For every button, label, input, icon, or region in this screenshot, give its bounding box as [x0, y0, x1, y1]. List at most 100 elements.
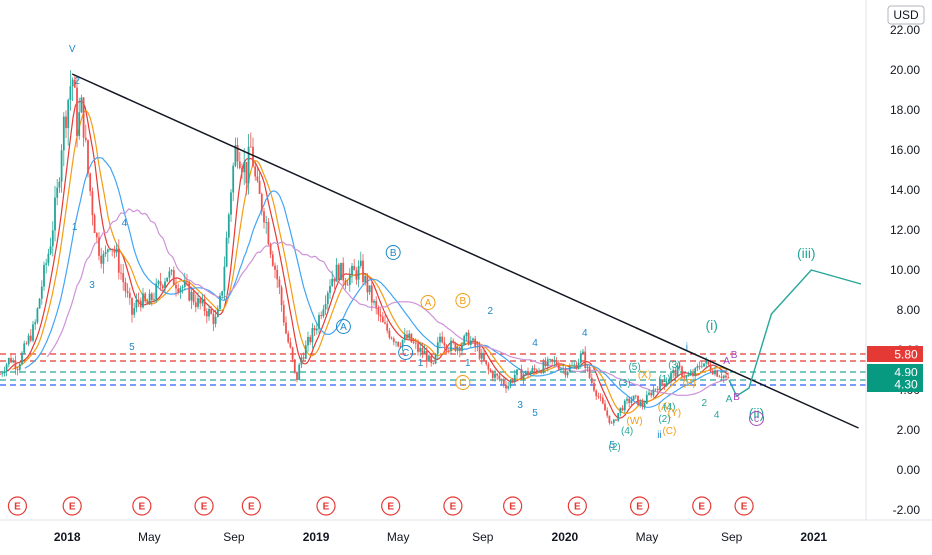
- wave-label[interactable]: 2: [487, 306, 493, 317]
- candle-body: [663, 383, 666, 386]
- candle-body: [296, 371, 298, 381]
- wave-label[interactable]: 4: [714, 410, 720, 421]
- earnings-marker[interactable]: E: [316, 496, 336, 516]
- price-badge[interactable]: 4.30: [867, 376, 923, 392]
- wave-label[interactable]: 4: [122, 218, 128, 229]
- wave-label[interactable]: 1: [418, 358, 424, 369]
- candle-body: [269, 244, 272, 255]
- candle-body: [436, 342, 439, 354]
- wave-label[interactable]: (3): [668, 360, 680, 371]
- candle-body: [236, 145, 239, 162]
- wave-label[interactable]: (ii): [749, 405, 765, 421]
- candle-body: [232, 165, 235, 193]
- wave-label[interactable]: 4: [582, 328, 588, 339]
- earnings-marker[interactable]: E: [692, 496, 712, 516]
- moving-average-line[interactable]: [12, 109, 728, 415]
- wave-label[interactable]: B: [731, 350, 738, 361]
- trendline[interactable]: [71, 73, 859, 429]
- moving-average-line[interactable]: [46, 208, 729, 397]
- candle-body: [458, 347, 461, 352]
- candle-body: [483, 352, 485, 361]
- wave-label[interactable]: (2): [609, 442, 621, 453]
- candle-body: [89, 173, 92, 192]
- wave-label[interactable]: (B): [683, 378, 696, 389]
- candle-body: [342, 262, 345, 281]
- wave-label[interactable]: 2: [701, 398, 707, 409]
- candle-body: [643, 403, 646, 407]
- earnings-marker[interactable]: E: [567, 496, 587, 516]
- wave-label[interactable]: i: [686, 342, 688, 353]
- earnings-marker[interactable]: E: [7, 496, 28, 516]
- wave-label[interactable]: B: [385, 245, 401, 260]
- wave-label[interactable]: (i): [705, 317, 717, 333]
- earnings-marker[interactable]: E: [381, 496, 401, 516]
- earnings-marker[interactable]: E: [194, 496, 214, 516]
- candle-body: [183, 281, 186, 287]
- wave-label[interactable]: B: [733, 392, 740, 403]
- wave-label[interactable]: A: [420, 295, 436, 310]
- candle-body: [494, 373, 496, 378]
- wave-label[interactable]: 1: [72, 222, 78, 233]
- candle-body: [45, 263, 48, 265]
- currency-button[interactable]: USD: [887, 5, 925, 25]
- wave-label[interactable]: (1): [658, 374, 670, 385]
- wave-label[interactable]: 2: [74, 76, 80, 87]
- wave-label[interactable]: B: [455, 293, 471, 308]
- wave-label[interactable]: c: [749, 411, 765, 426]
- earnings-marker[interactable]: E: [734, 496, 754, 516]
- wave-label[interactable]: (C): [662, 426, 676, 437]
- wave-label[interactable]: A: [723, 356, 730, 367]
- candle-body: [709, 364, 712, 371]
- wave-label[interactable]: 1: [465, 358, 471, 369]
- wave-label-circle: [749, 411, 765, 426]
- wave-label[interactable]: 5: [609, 440, 615, 451]
- candle-body: [573, 364, 576, 366]
- wave-label[interactable]: 5: [129, 342, 135, 353]
- candle-body: [113, 249, 116, 253]
- earnings-marker[interactable]: E: [132, 496, 152, 516]
- wave-label[interactable]: (5): [628, 362, 640, 373]
- wave-label[interactable]: (A): [658, 402, 671, 413]
- wave-label[interactable]: A: [726, 394, 733, 405]
- candle-body: [7, 357, 10, 365]
- moving-average-line[interactable]: [24, 157, 728, 408]
- wave-label[interactable]: 4: [532, 338, 538, 349]
- earnings-marker[interactable]: E: [241, 496, 261, 516]
- candle-body: [670, 373, 672, 380]
- candle-body: [421, 347, 424, 354]
- earnings-marker-text: E: [636, 502, 643, 513]
- wave-label[interactable]: C: [455, 375, 471, 390]
- candle-body: [29, 335, 32, 341]
- wave-label-text: B: [731, 350, 738, 361]
- wave-label[interactable]: (Y): [668, 408, 681, 419]
- wave-label[interactable]: V: [69, 44, 76, 55]
- candle-body: [399, 346, 402, 348]
- wave-label[interactable]: (4): [663, 402, 675, 413]
- wave-label[interactable]: (X): [638, 370, 651, 381]
- wave-label[interactable]: 3: [517, 400, 523, 411]
- earnings-marker[interactable]: E: [503, 496, 523, 516]
- wave-label[interactable]: A: [335, 319, 351, 334]
- candle-body: [175, 284, 177, 289]
- wave-label[interactable]: 5: [532, 408, 538, 419]
- wave-label[interactable]: (iii): [797, 245, 816, 261]
- earnings-marker[interactable]: E: [62, 496, 82, 516]
- wave-label[interactable]: (3): [618, 378, 630, 389]
- wave-label[interactable]: (4): [621, 426, 633, 437]
- wave-label[interactable]: C: [398, 345, 414, 360]
- y-tick-label: 14.00: [890, 183, 920, 197]
- wave-label[interactable]: 3: [89, 280, 95, 291]
- projection-line[interactable]: [728, 269, 862, 398]
- wave-label[interactable]: ii: [657, 430, 661, 441]
- price-badge[interactable]: 5.80: [867, 346, 923, 362]
- candle-body: [172, 270, 175, 285]
- candle-body: [694, 368, 697, 376]
- price-series: [0, 70, 730, 426]
- wave-label[interactable]: (2): [658, 414, 670, 425]
- wave-label[interactable]: (W): [627, 416, 643, 427]
- candle-body: [252, 146, 254, 167]
- earnings-marker[interactable]: E: [629, 496, 650, 516]
- earnings-marker[interactable]: E: [443, 496, 463, 516]
